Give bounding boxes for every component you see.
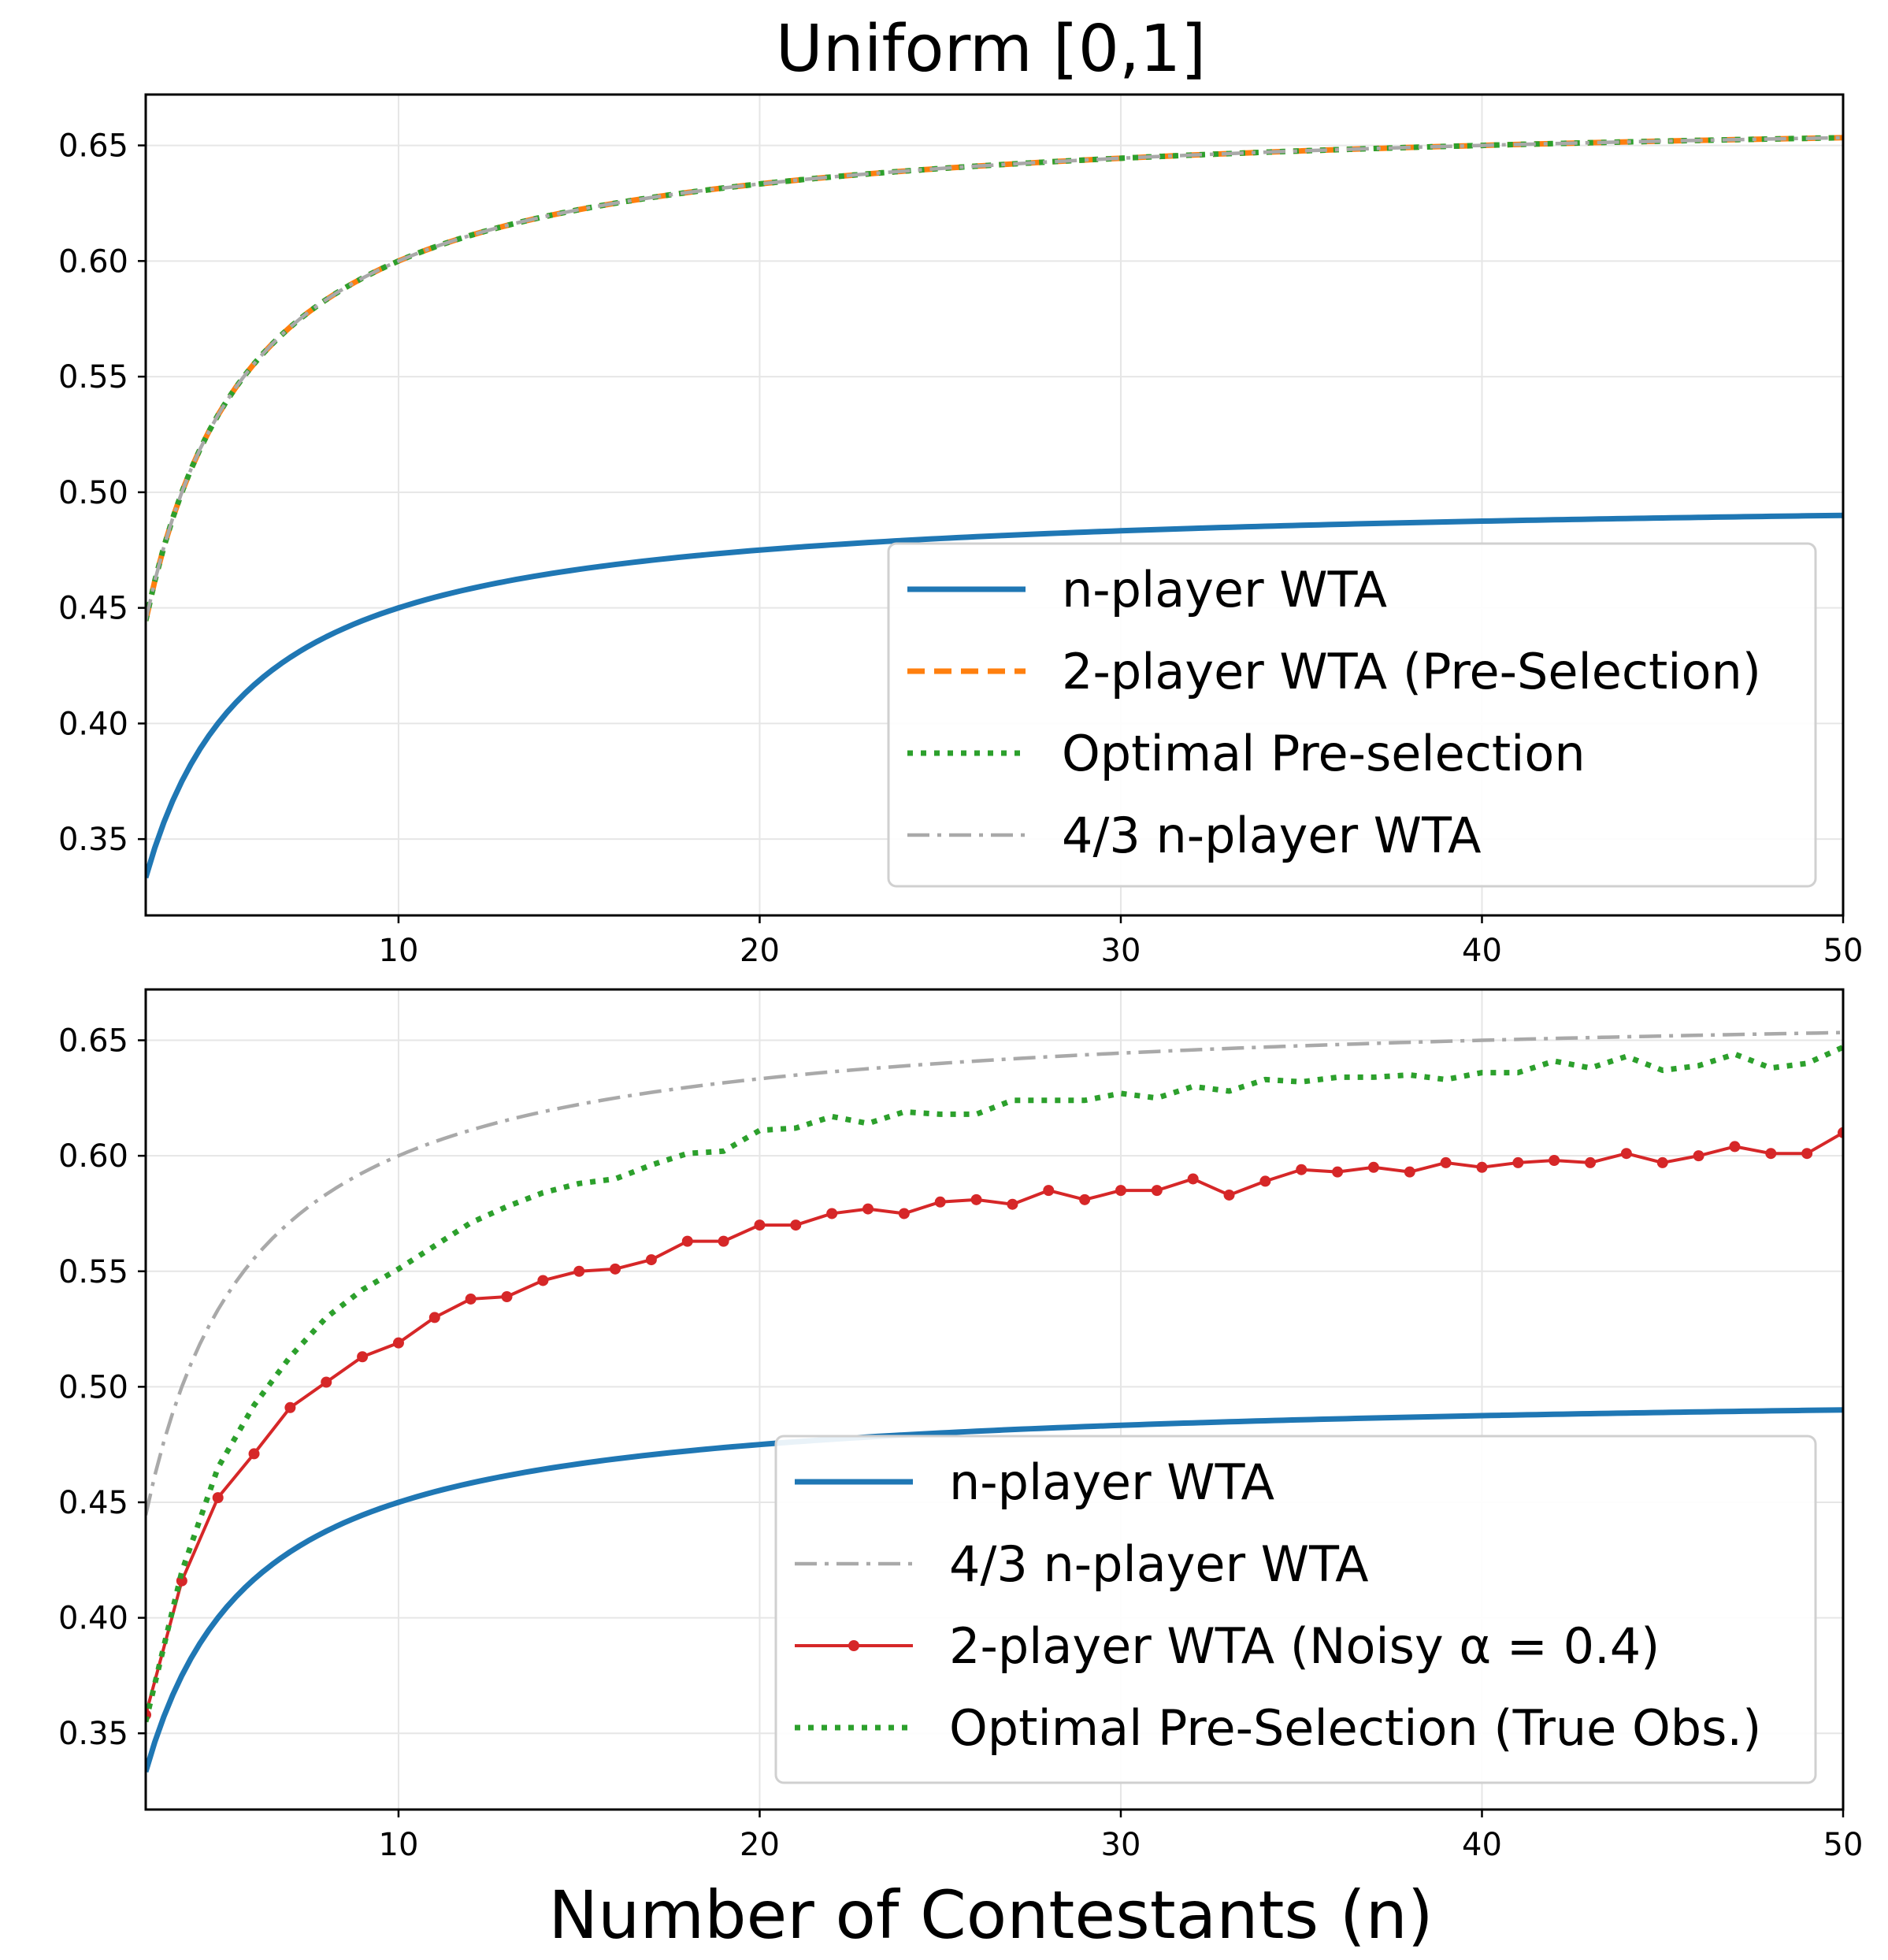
y-tick-label: 0.40 xyxy=(58,1601,128,1637)
top-panel: 10 20 30 40 50 0.35 0.40 0.45 0.50 0.55 0.60 0.65 n-… xyxy=(58,93,1864,969)
y-tick-label: 0.40 xyxy=(58,706,128,742)
y-tick-label: 0.35 xyxy=(58,1716,128,1752)
data-point xyxy=(1585,1156,1597,1168)
data-point xyxy=(610,1263,621,1275)
legend: n-player WTA 2-player WTA (Pre-Selection)… xyxy=(887,542,1817,888)
data-point xyxy=(1259,1175,1271,1187)
series-line xyxy=(146,1030,1843,1516)
y-tick-label: 0.45 xyxy=(58,1485,128,1521)
data-point xyxy=(1693,1150,1704,1162)
data-point xyxy=(212,1492,224,1504)
data-point xyxy=(284,1401,296,1413)
data-point xyxy=(1223,1189,1235,1201)
y-tick-label: 0.65 xyxy=(58,1023,128,1060)
y-tick-label: 0.35 xyxy=(58,822,128,858)
bottom-panel: 10 20 30 40 50 0.35 0.40 0.45 0.50 0.55 0.60 0.65 n-… xyxy=(58,988,1864,1863)
series-line xyxy=(146,1045,1843,1723)
plot-frame xyxy=(144,93,1845,917)
data-point xyxy=(1549,1154,1560,1166)
x-tick-label: 40 xyxy=(1462,933,1502,969)
data-point xyxy=(1187,1173,1199,1185)
data-point xyxy=(1404,1166,1415,1178)
data-point xyxy=(501,1291,513,1303)
x-tick-label: 50 xyxy=(1823,933,1864,969)
y-tick-label: 0.45 xyxy=(58,591,128,627)
legend-entry: 2-player WTA (Noisy α = 0.4) xyxy=(949,1617,1660,1675)
series-line xyxy=(146,1131,1843,1716)
legend: n-player WTA 4/3 n-player WTA 2-player WTA… xyxy=(774,1435,1817,1784)
data-point xyxy=(1765,1148,1777,1160)
data-point xyxy=(1151,1185,1163,1197)
y-tick-label: 0.55 xyxy=(58,1254,128,1290)
data-point xyxy=(826,1208,838,1219)
data-point xyxy=(1512,1156,1524,1168)
data-point xyxy=(1332,1166,1344,1178)
legend-entry: 4/3 n-player WTA xyxy=(949,1535,1369,1593)
y-tick-label: 0.60 xyxy=(58,243,128,280)
y-tick-label: 0.55 xyxy=(58,359,128,395)
series-line xyxy=(146,1407,1843,1773)
x-tick-label: 20 xyxy=(740,1827,780,1863)
x-tick-label: 30 xyxy=(1101,1827,1141,1863)
data-point xyxy=(1296,1164,1308,1175)
plot-area xyxy=(146,1030,1843,1773)
legend-entry: 2-player WTA (Pre-Selection) xyxy=(1062,643,1761,700)
data-point xyxy=(1079,1193,1091,1205)
data-point xyxy=(321,1376,332,1388)
data-point xyxy=(718,1235,729,1247)
data-point xyxy=(645,1254,657,1266)
x-tick-label: 40 xyxy=(1462,1827,1502,1863)
data-point xyxy=(1476,1161,1488,1173)
legend-marker xyxy=(848,1640,859,1651)
data-point xyxy=(970,1193,982,1205)
x-tick-label: 20 xyxy=(740,933,780,969)
legend-entry: Optimal Pre-selection xyxy=(1062,725,1586,782)
data-point xyxy=(465,1293,477,1305)
x-tick-label: 30 xyxy=(1101,933,1141,969)
legend-box xyxy=(774,1435,1817,1784)
data-point xyxy=(934,1196,946,1208)
data-point xyxy=(1801,1148,1813,1160)
data-point xyxy=(898,1208,910,1219)
legend-entry: 4/3 n-player WTA xyxy=(1062,807,1482,864)
data-point xyxy=(357,1351,369,1363)
y-tick-label: 0.50 xyxy=(58,1369,128,1405)
series-line xyxy=(146,135,1843,622)
data-point xyxy=(248,1448,260,1460)
data-point xyxy=(428,1312,440,1323)
data-point xyxy=(1007,1198,1018,1210)
data-point xyxy=(1838,1127,1843,1138)
y-tick-label: 0.50 xyxy=(58,475,128,511)
legend-entry: Optimal Pre-Selection (True Obs.) xyxy=(949,1699,1761,1757)
data-point xyxy=(1729,1141,1741,1153)
data-point xyxy=(392,1337,404,1349)
plot-area xyxy=(146,135,1843,879)
data-point xyxy=(790,1219,802,1231)
data-point xyxy=(573,1265,585,1277)
data-point xyxy=(681,1235,693,1247)
data-point xyxy=(1115,1185,1126,1197)
data-point xyxy=(1440,1156,1452,1168)
data-point xyxy=(862,1203,874,1215)
chart-title: Uniform [0,1] xyxy=(776,12,1206,87)
legend-entry: n-player WTA xyxy=(1062,561,1387,618)
x-tick-label: 10 xyxy=(379,1827,419,1863)
x-tick-label: 50 xyxy=(1823,1827,1864,1863)
x-tick-label: 10 xyxy=(379,933,419,969)
data-point xyxy=(1367,1161,1379,1173)
y-tick-label: 0.65 xyxy=(58,128,128,165)
data-point xyxy=(537,1275,549,1286)
y-tick-label: 0.60 xyxy=(58,1138,128,1175)
plot-frame xyxy=(144,988,1845,1811)
data-point xyxy=(1656,1156,1668,1168)
data-point xyxy=(1620,1148,1632,1160)
data-point xyxy=(754,1219,766,1231)
data-point xyxy=(1043,1185,1055,1197)
series-line xyxy=(146,512,1843,879)
legend-box xyxy=(887,542,1817,888)
legend-entry: n-player WTA xyxy=(949,1453,1274,1511)
x-axis-label: Number of Contestants (n) xyxy=(548,1876,1433,1954)
